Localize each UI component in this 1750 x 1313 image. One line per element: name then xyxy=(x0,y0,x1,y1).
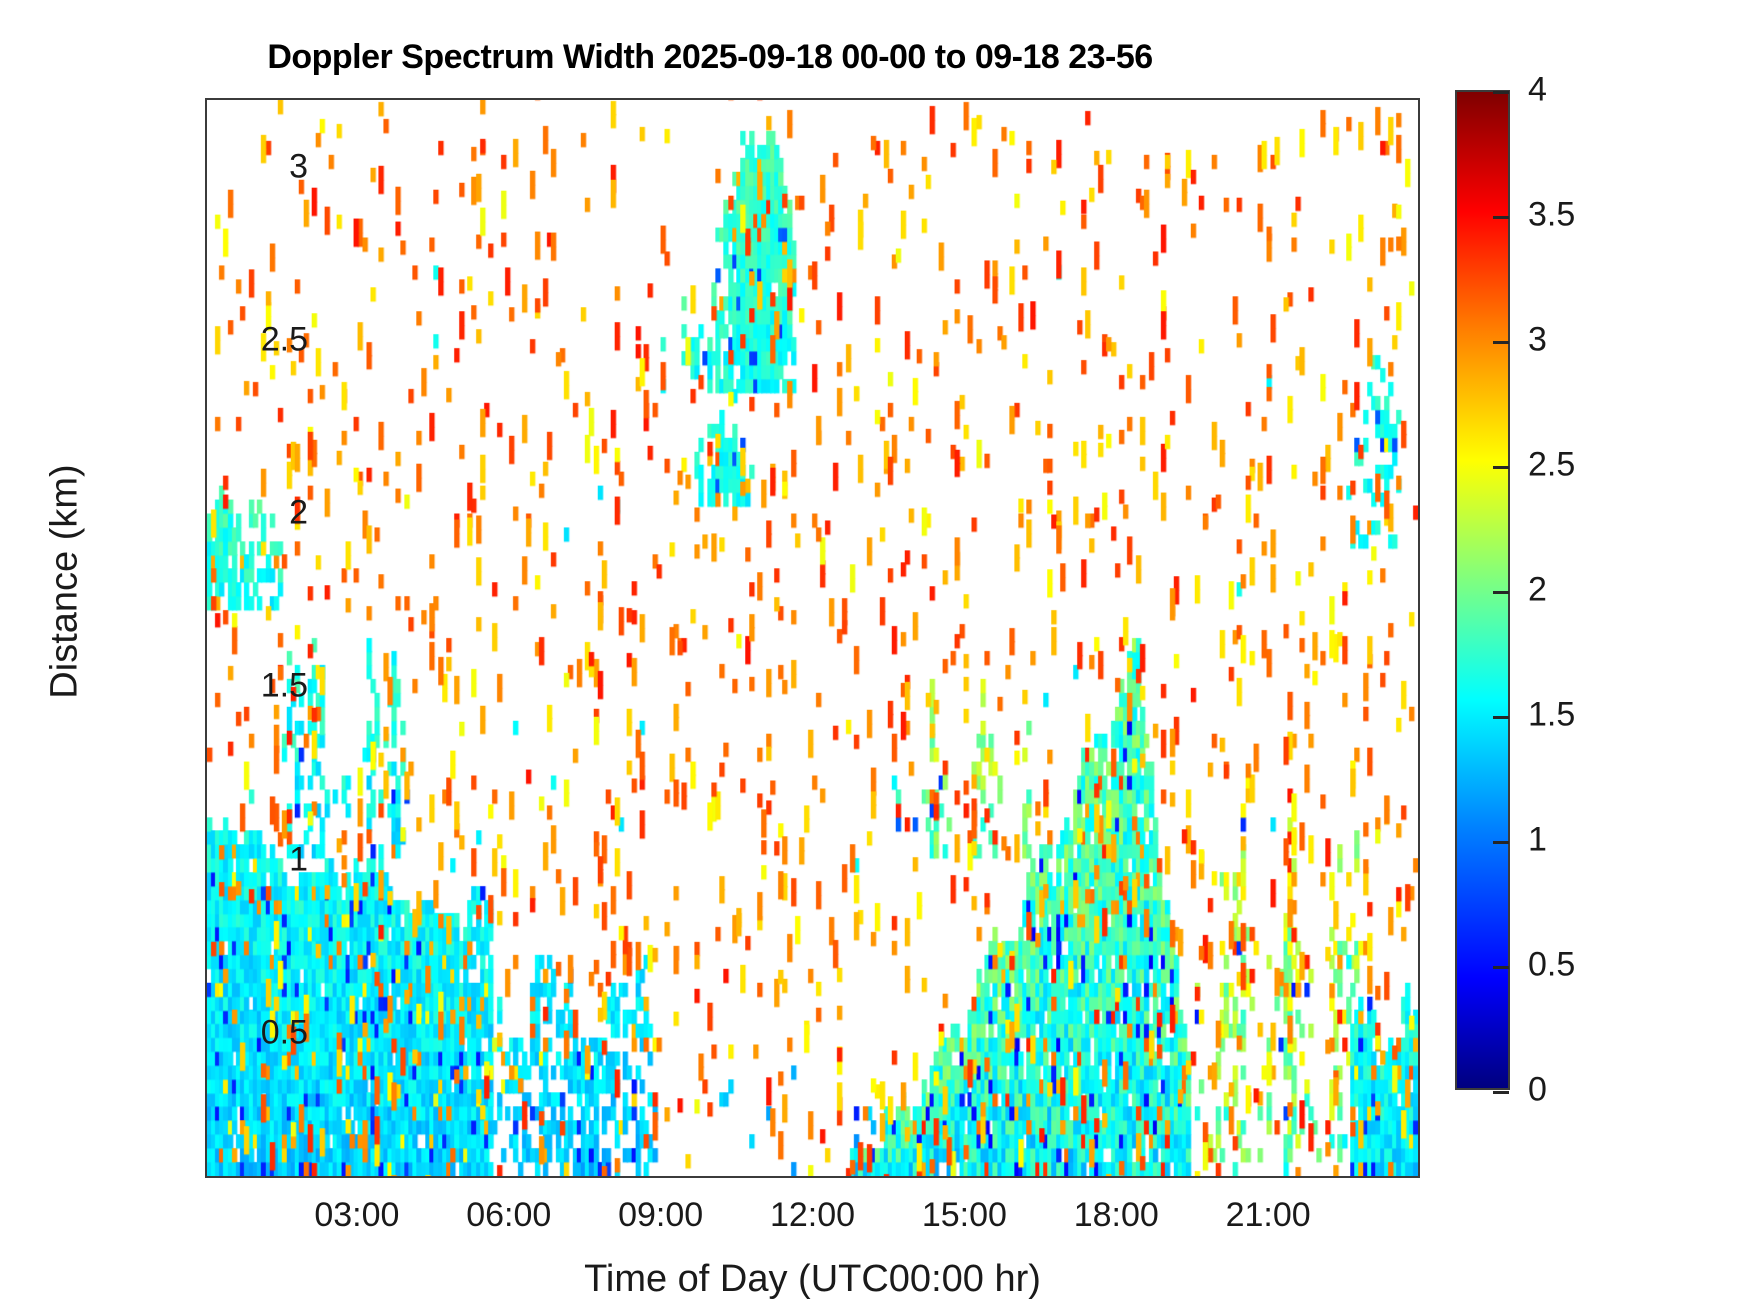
x-tick xyxy=(1270,1176,1273,1178)
y-tick xyxy=(1418,862,1420,865)
colorbar-tick xyxy=(1493,215,1509,219)
colorbar-tick-label-6: 3 xyxy=(1528,320,1547,359)
colorbar-tick-label-3: 1.5 xyxy=(1528,695,1576,734)
x-tick xyxy=(966,1176,969,1178)
x-tick xyxy=(966,98,969,100)
y-axis-label: Distance (km) xyxy=(43,464,86,699)
x-tick xyxy=(359,1176,362,1178)
x-tick-label-6: 21:00 xyxy=(1225,1196,1311,1234)
x-tick-label-3: 12:00 xyxy=(769,1196,856,1234)
colorbar-tick xyxy=(1493,965,1509,969)
x-axis-label: Time of Day (UTC00:00 hr) xyxy=(584,1258,1041,1300)
colorbar-tick-label-0: 0 xyxy=(1528,1070,1547,1109)
colorbar[interactable] xyxy=(1455,90,1510,1094)
y-tick xyxy=(1418,342,1420,345)
colorbar-tick xyxy=(1493,715,1509,719)
colorbar-tick-label-4: 2 xyxy=(1528,570,1547,609)
colorbar-tick xyxy=(1493,465,1509,469)
y-tick-label-1: 1 xyxy=(289,840,308,879)
colorbar-tick-label-1: 0.5 xyxy=(1528,945,1576,984)
x-tick xyxy=(663,98,666,100)
plot-axes[interactable] xyxy=(205,98,1420,1178)
x-tick xyxy=(511,1176,514,1178)
x-tick xyxy=(359,98,362,100)
colorbar-tick xyxy=(1493,90,1509,94)
y-tick-label-0: 0.5 xyxy=(260,1013,308,1052)
y-tick-label-5: 3 xyxy=(289,147,308,186)
x-tick-label-0: 03:00 xyxy=(314,1196,400,1234)
colorbar-tick-label-7: 3.5 xyxy=(1528,195,1576,234)
colorbar-tick xyxy=(1493,590,1509,594)
x-tick xyxy=(815,1176,818,1178)
x-tick xyxy=(1118,1176,1121,1178)
y-tick-label-2: 1.5 xyxy=(260,666,308,705)
y-tick xyxy=(1418,515,1420,518)
x-tick xyxy=(815,98,818,100)
heatmap-canvas xyxy=(207,100,1418,1176)
colorbar-tick xyxy=(1493,840,1509,844)
y-tick xyxy=(1418,169,1420,172)
y-tick xyxy=(1418,688,1420,691)
x-tick-label-5: 18:00 xyxy=(1073,1196,1159,1234)
chart-title: Doppler Spectrum Width 2025-09-18 00-00 … xyxy=(267,38,1153,76)
x-tick xyxy=(1118,98,1121,100)
x-tick-label-4: 15:00 xyxy=(921,1196,1007,1234)
y-tick-label-3: 2 xyxy=(289,493,308,532)
colorbar-tick-label-8: 4 xyxy=(1528,70,1547,109)
colorbar-tick xyxy=(1493,340,1509,344)
y-tick xyxy=(1418,1035,1420,1038)
y-tick-label-4: 2.5 xyxy=(260,320,308,359)
x-tick-label-1: 06:00 xyxy=(466,1196,552,1234)
colorbar-tick-label-2: 1 xyxy=(1528,820,1547,859)
colorbar-tick xyxy=(1493,1090,1509,1094)
x-tick xyxy=(511,98,514,100)
x-tick-label-2: 09:00 xyxy=(618,1196,704,1234)
colorbar-tick-label-5: 2.5 xyxy=(1528,445,1576,484)
x-tick xyxy=(663,1176,666,1178)
x-tick xyxy=(1270,98,1273,100)
